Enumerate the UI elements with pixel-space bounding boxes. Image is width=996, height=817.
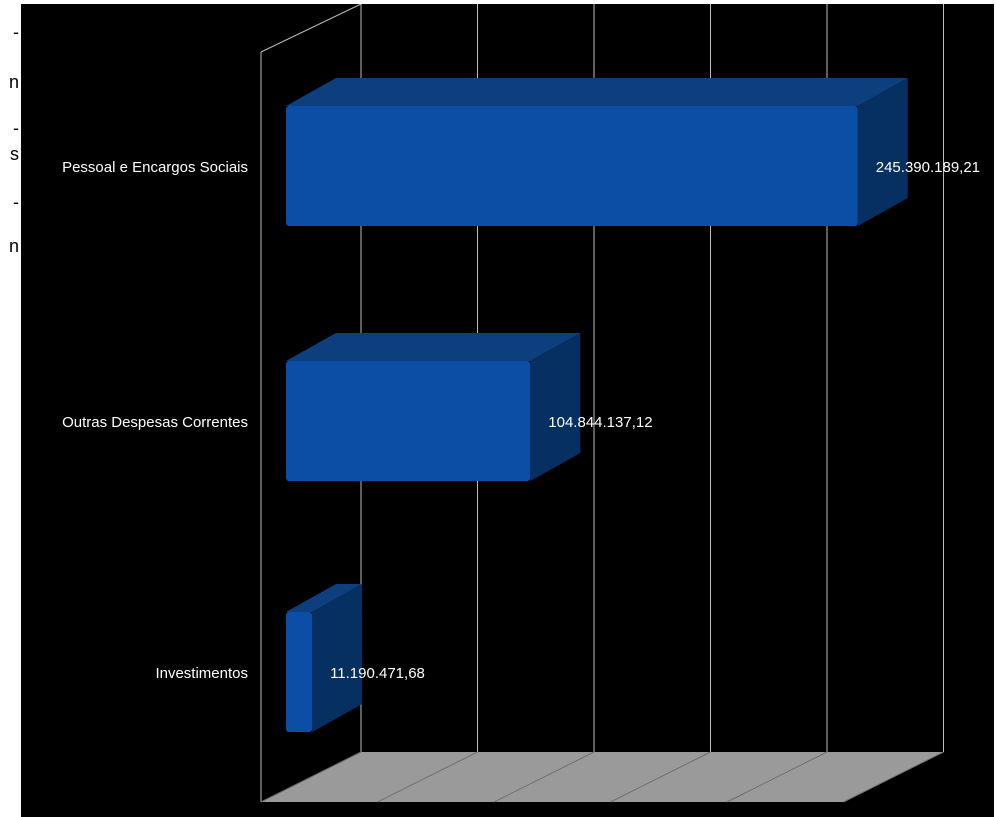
side-fragment: n [9, 72, 19, 93]
bar [286, 612, 312, 732]
side-fragment: - [13, 118, 19, 139]
data-label: 245.390.189,21 [876, 159, 980, 176]
side-fragment: s [10, 144, 19, 165]
bar-top-face [286, 333, 580, 361]
side-fragment: - [13, 192, 19, 213]
data-label: 11.190.471,68 [330, 665, 425, 682]
chart-floor [261, 752, 944, 802]
side-fragment: - [13, 22, 19, 43]
bar-chart-3d: Pessoal e Encargos Sociais 245.390.189,21… [21, 4, 994, 817]
side-fragment: n [9, 236, 19, 257]
chart-area: Pessoal e Encargos Sociais 245.390.189,21… [21, 4, 994, 817]
data-label: 104.844.137,12 [548, 414, 652, 431]
cropped-side-text: - n - s - n [0, 0, 21, 817]
side-wall-top-edge [261, 4, 361, 52]
category-label: Investimentos [155, 665, 248, 682]
category-label: Pessoal e Encargos Sociais [62, 159, 248, 176]
bar [286, 361, 530, 481]
bar [286, 106, 858, 226]
bar-top-face [286, 78, 908, 106]
category-label: Outras Despesas Correntes [62, 414, 248, 431]
